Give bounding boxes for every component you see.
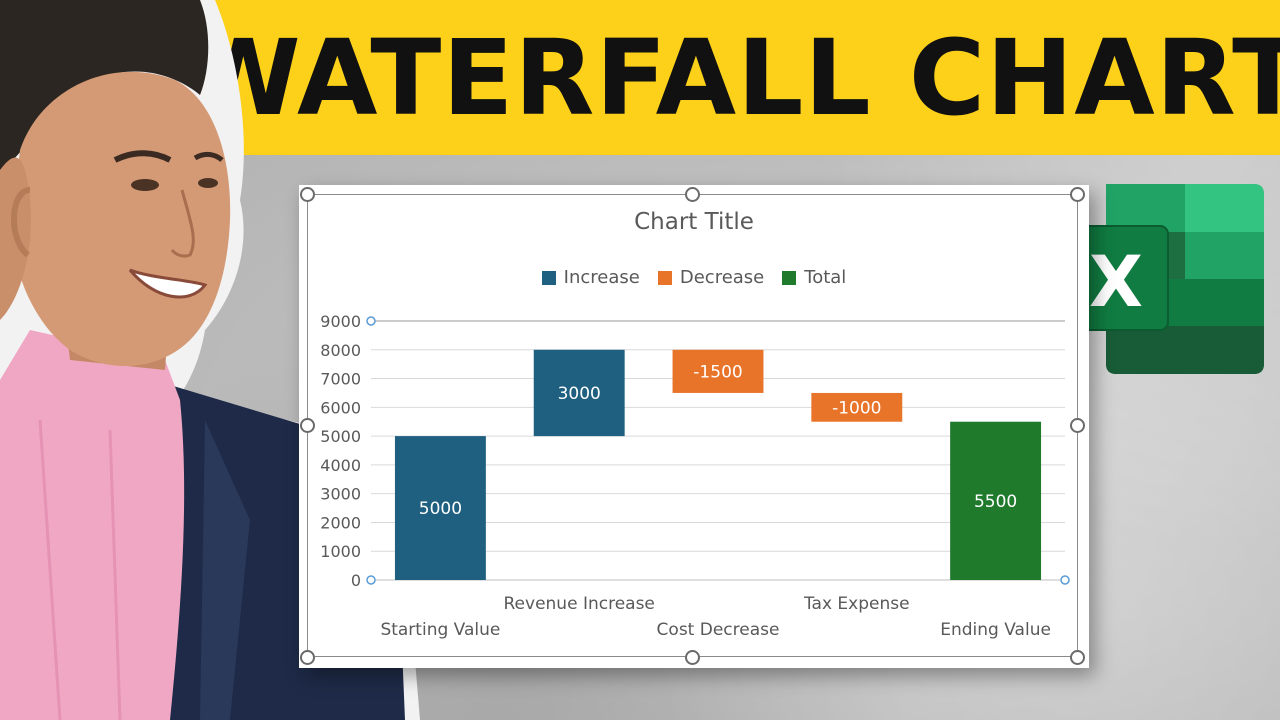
legend-swatch-total (782, 270, 797, 285)
resize-handle-top-center[interactable] (685, 187, 700, 202)
data-label-1: 3000 (558, 384, 601, 404)
resize-handle-top-right[interactable] (1070, 187, 1085, 202)
legend-item-total: Total (782, 267, 846, 288)
data-label-3: -1000 (832, 398, 881, 418)
bar-3 (811, 392, 903, 422)
legend-label-increase: Increase (563, 267, 640, 288)
legend-item-decrease: Decrease (657, 267, 765, 288)
plot-area-handle-2[interactable] (1060, 575, 1070, 585)
y-tick-label-8000: 8000 (320, 341, 361, 360)
plot-area-handle-1[interactable] (366, 575, 376, 585)
plot-area[interactable]: 0 1000 2000 3000 4000 5000 6000 7000 8000 9000 500… (299, 185, 1089, 668)
chart-title[interactable]: Chart Title (634, 209, 754, 235)
data-label-2: -1500 (693, 362, 742, 382)
x-category-label-1: Revenue Increase (504, 594, 655, 614)
y-tick-label-4000: 4000 (320, 456, 361, 475)
y-tick-label-2000: 2000 (320, 513, 361, 532)
y-tick-label-9000: 9000 (320, 312, 361, 331)
x-category-label-4: Ending Value (940, 620, 1051, 640)
resize-handle-middle-left[interactable] (300, 418, 315, 433)
legend-swatch-increase (541, 270, 556, 285)
bar-0 (394, 436, 486, 580)
bar-2 (672, 349, 764, 393)
resize-handle-bottom-left[interactable] (300, 650, 315, 665)
data-label-4: 5500 (974, 492, 1017, 512)
x-category-label-0: Starting Value (380, 620, 500, 640)
resize-handle-bottom-center[interactable] (685, 650, 700, 665)
resize-handle-top-left[interactable] (300, 187, 315, 202)
y-tick-label-7000: 7000 (320, 370, 361, 389)
title-banner: WATERFALL CHART (170, 0, 1280, 155)
y-tick-label-3000: 3000 (320, 485, 361, 504)
chart-legend[interactable]: Increase Decrease Total (299, 267, 1089, 288)
chart-card[interactable]: Chart Title Increase Decrease Total 0 100… (299, 185, 1089, 668)
y-tick-label-1000: 1000 (320, 542, 361, 561)
resize-handle-middle-right[interactable] (1070, 418, 1085, 433)
bar-4 (950, 421, 1042, 580)
resize-handle-bottom-right[interactable] (1070, 650, 1085, 665)
page-title: WATERFALL CHART (185, 16, 1280, 139)
legend-label-decrease: Decrease (679, 267, 765, 288)
x-category-label-3: Tax Expense (803, 594, 910, 614)
x-category-label-2: Cost Decrease (657, 620, 780, 640)
y-tick-label-5000: 5000 (320, 427, 361, 446)
legend-label-total: Total (804, 267, 847, 288)
legend-item-increase: Increase (541, 267, 640, 288)
plot-area-handle-0[interactable] (366, 316, 376, 326)
y-tick-label-0: 0 (351, 571, 361, 590)
excel-icon: X (1060, 184, 1266, 374)
legend-swatch-decrease (657, 270, 672, 285)
y-tick-label-6000: 6000 (320, 398, 361, 417)
excel-letter: X (1089, 241, 1143, 323)
bar-1 (533, 349, 625, 437)
data-label-0: 5000 (419, 499, 462, 519)
